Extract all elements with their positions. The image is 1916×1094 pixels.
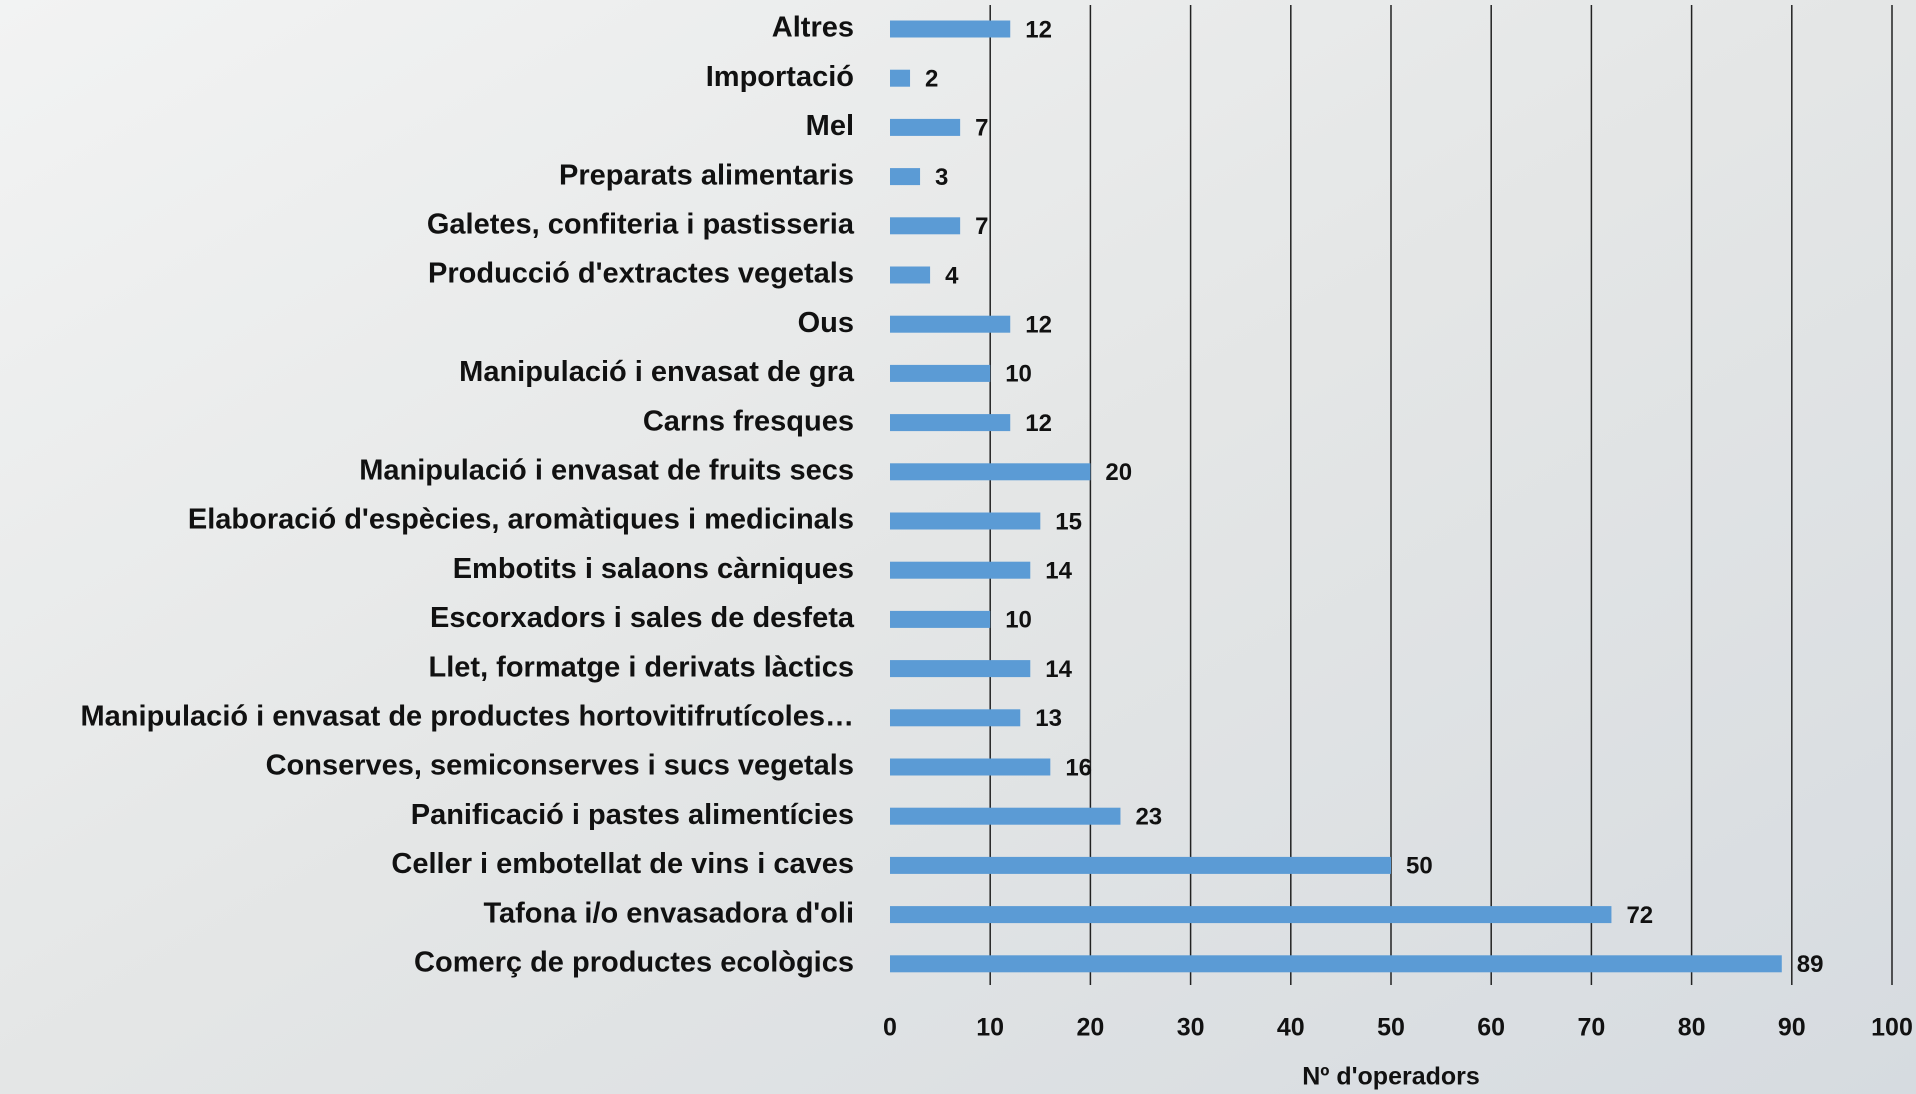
y-tick-label: Importació — [706, 61, 854, 93]
data-label: 12 — [1025, 410, 1052, 437]
x-tick-label: 50 — [1377, 1014, 1405, 1042]
data-label: 13 — [1035, 705, 1062, 732]
x-tick-label: 40 — [1277, 1014, 1305, 1042]
y-tick-label: Embotits i salaons càrniques — [453, 553, 854, 585]
bar — [890, 611, 990, 628]
data-label: 4 — [945, 262, 959, 289]
y-tick-label: Escorxadors i sales de desfeta — [430, 602, 855, 634]
y-tick-label: Carns fresques — [643, 405, 854, 437]
x-axis-title: Nº d'operadors — [1302, 1063, 1480, 1091]
y-tick-label: Producció d'extractes vegetals — [428, 258, 854, 290]
bar — [890, 217, 960, 234]
data-label: 10 — [1005, 607, 1032, 634]
data-label: 7 — [975, 115, 988, 142]
data-label: 23 — [1135, 804, 1162, 831]
y-tick-label: Manipulació i envasat de productes horto… — [81, 700, 854, 732]
y-tick-label: Tafona i/o envasadora d'oli — [483, 897, 854, 929]
data-label: 89 — [1797, 951, 1824, 978]
x-tick-label: 90 — [1778, 1014, 1806, 1042]
chart: Nº d'operadors 0 10 20 30 40 50 60 70 80 90 100 Alt… — [0, 0, 1916, 1094]
bar — [890, 808, 1120, 825]
data-label: 2 — [925, 66, 938, 93]
bar — [890, 70, 910, 87]
bar — [890, 21, 1010, 38]
y-tick-label: Mel — [806, 110, 854, 142]
y-tick-label: Llet, formatge i derivats làctics — [429, 651, 854, 683]
bar — [890, 857, 1391, 874]
data-label: 14 — [1045, 656, 1072, 683]
y-tick-label: Elaboració d'espècies, aromàtiques i med… — [188, 504, 854, 536]
x-tick-label: 30 — [1177, 1014, 1205, 1042]
data-label: 7 — [975, 213, 988, 240]
bar — [890, 119, 960, 136]
x-tick-label: 0 — [883, 1014, 897, 1042]
y-tick-label: Panificació i pastes alimentícies — [411, 799, 854, 831]
y-tick-label: Ous — [798, 307, 854, 339]
data-label: 20 — [1105, 459, 1132, 486]
data-label: 16 — [1065, 754, 1092, 781]
y-tick-label: Manipulació i envasat de fruits secs — [359, 454, 854, 486]
bar — [890, 513, 1040, 530]
data-label: 3 — [935, 164, 948, 191]
bar — [890, 660, 1030, 677]
bar — [890, 267, 930, 284]
y-tick-label: Preparats alimentaris — [559, 159, 854, 191]
page: {"chart_data": {"type": "bar", "orientat… — [0, 0, 1916, 1094]
bar — [890, 562, 1030, 579]
bar — [890, 906, 1611, 923]
bar — [890, 955, 1782, 972]
y-tick-label: Altres — [772, 12, 854, 44]
x-tick-label: 20 — [1076, 1014, 1104, 1042]
bar — [890, 316, 1010, 333]
bar — [890, 168, 920, 185]
x-tick-label: 60 — [1477, 1014, 1505, 1042]
bar — [890, 414, 1010, 431]
bar — [890, 365, 990, 382]
x-tick-label: 70 — [1577, 1014, 1605, 1042]
x-tick-label: 100 — [1871, 1014, 1913, 1042]
y-tick-label: Comerç de productes ecològics — [414, 946, 854, 978]
data-label: 72 — [1626, 902, 1653, 929]
data-label: 12 — [1025, 312, 1052, 339]
y-tick-label: Conserves, semiconserves i sucs vegetals — [266, 750, 854, 782]
bar — [890, 709, 1020, 726]
y-tick-label: Galetes, confiteria i pastisseria — [427, 208, 855, 240]
data-label: 15 — [1055, 508, 1082, 535]
x-tick-label: 10 — [976, 1014, 1004, 1042]
y-tick-label: Manipulació i envasat de gra — [459, 356, 855, 388]
data-label: 50 — [1406, 853, 1433, 880]
bar — [890, 759, 1050, 776]
data-label: 12 — [1025, 16, 1052, 43]
background — [0, 0, 1916, 1094]
data-label: 10 — [1005, 361, 1032, 388]
x-tick-label: 80 — [1678, 1014, 1706, 1042]
bar — [890, 463, 1090, 480]
data-label: 14 — [1045, 558, 1072, 585]
y-tick-label: Celler i embotellat de vins i caves — [391, 848, 854, 880]
